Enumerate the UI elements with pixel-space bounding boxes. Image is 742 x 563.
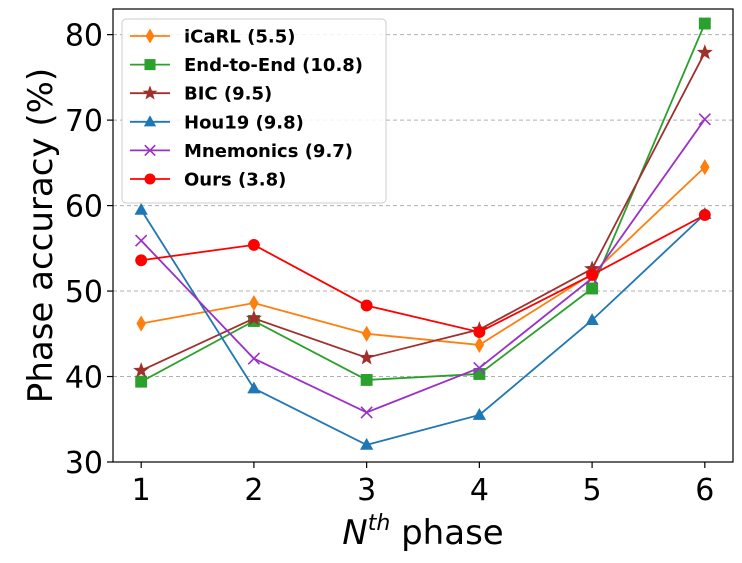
circle-marker [586,268,599,281]
series-ours [135,209,711,339]
legend: iCaRL (5.5) End-to-End (10.8) BIC (9.5) Hou… [121,18,387,204]
legend-item: Mnemonics (9.7) [130,141,353,162]
x-axis-label-sup: th [368,511,391,536]
diamond-marker [136,315,146,332]
y-tick-label: 60 [65,190,103,225]
circle-marker [698,209,711,221]
diamond-marker [700,159,710,176]
series-line [140,209,706,446]
plot-frame [112,8,734,463]
legend-item: End-to-End (10.8) [130,55,363,76]
x-tick-label: 6 [695,473,714,508]
star-marker [584,260,601,276]
series-layer [133,17,713,450]
square-marker [135,375,148,388]
y-tick-label: 40 [65,361,103,396]
square-marker [473,368,486,380]
triangle-marker [247,381,261,394]
circle-marker [135,254,148,267]
diamond-marker [249,294,259,312]
x-axis-label-rest: phase [390,513,503,553]
x-axis-label: Nth phase [342,511,503,553]
x-tick-label: 3 [357,473,376,508]
x-marker [247,352,261,365]
x-marker [360,406,373,419]
series-hou19 [134,202,712,450]
y-axis-label: Phase accuracy (%) [21,68,61,403]
series-line [140,118,706,414]
legend-box [121,18,387,204]
legend-item: Hou19 (9.8) [130,112,304,133]
diamond-marker [361,325,372,342]
square-marker [698,17,711,30]
star-marker [245,310,262,326]
triangle-marker [134,202,148,215]
series-line [141,214,706,334]
legend-item: Ours (3.8) [130,170,286,191]
y-tick-label: 50 [65,275,103,310]
x-tick-label: 1 [132,473,151,508]
series-line [141,166,706,346]
x-tick-label: 5 [583,473,602,508]
legend-label: Mnemonics (9.7) [184,141,353,162]
diamond-marker [474,336,485,353]
circle-marker [144,173,156,185]
legend-label: Hou19 (9.8) [184,112,304,133]
legend-item: iCaRL (5.5) [130,27,295,48]
x-tick-label: 4 [470,473,489,508]
triangle-marker [143,115,157,127]
circle-marker [473,326,486,339]
x-marker [698,113,711,126]
axis-ticks: 30 40 50 60 70 80 1 2 3 4 5 6 [65,19,715,508]
x-axis-label-base: N [342,513,367,553]
star-marker [133,362,150,378]
x-marker [135,234,148,247]
star-marker [696,44,713,60]
legend-label: BIC (9.5) [184,84,272,105]
legend-item: BIC (9.5) [130,84,272,105]
legend-label: End-to-End (10.8) [184,55,363,76]
square-marker [586,282,599,295]
y-tick-label: 70 [65,104,103,139]
triangle-marker [359,437,374,450]
x-tick-label: 2 [244,473,263,508]
x-marker [473,361,486,375]
triangle-marker [472,407,487,420]
legend-label: Ours (3.8) [184,170,286,191]
square-marker [360,373,373,386]
x-marker [144,144,156,157]
legend-label: iCaRL (5.5) [184,27,295,48]
y-tick-label: 80 [65,19,103,54]
square-marker [144,59,156,71]
circle-marker [360,299,373,312]
y-tick-label: 30 [65,446,103,481]
triangle-marker [585,313,599,326]
star-marker [358,349,375,365]
diamond-marker [145,28,155,44]
circle-marker [247,238,260,251]
star-marker [142,85,158,100]
series-line [140,52,706,372]
series-line [140,23,706,383]
